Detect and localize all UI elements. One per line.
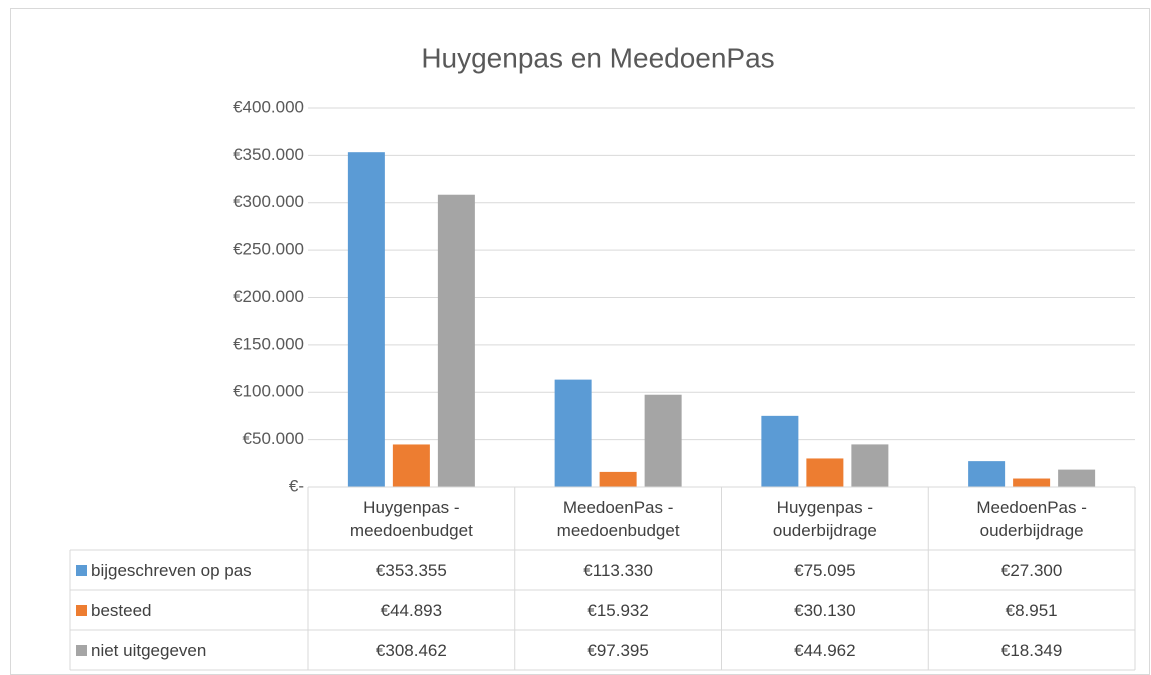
bar [761,415,799,487]
y-tick-label: €100.000 [233,382,304,401]
y-tick-label: €300.000 [233,192,304,211]
data-label: €44.962 [794,640,856,660]
legend-key [76,644,87,656]
data-label: €30.130 [794,600,856,620]
y-tick-label: €150.000 [233,334,304,353]
bar [806,458,844,487]
bar [554,379,592,487]
data-label: €97.395 [587,640,649,660]
y-tick-label: €400.000 [233,97,304,116]
legend-label: besteed [91,600,152,620]
data-label: €15.932 [587,600,649,620]
legend-entry: niet uitgegeven [70,630,308,670]
category-label: Huygenpas - ouderbijdrage [772,497,877,540]
bar [1058,469,1096,487]
legend-entry: besteed [70,590,308,630]
bar [1013,478,1051,487]
data-label: €113.330 [583,560,653,580]
bar [851,444,889,487]
bar [599,471,637,487]
data-label: €75.095 [794,560,856,580]
y-tick-label: €200.000 [233,287,304,306]
legend-key [76,564,87,576]
category-label: MeedoenPas - ouderbijdrage [976,497,1087,540]
y-tick-label: €350.000 [233,145,304,164]
category-label: Huygenpas - meedoenbudget [349,497,473,540]
data-label: €27.300 [1000,560,1063,580]
data-label: €308.462 [375,640,447,660]
data-label: €353.355 [375,560,447,580]
bar [437,194,475,488]
legend-label: niet uitgegeven [91,640,207,660]
data-label: €8.951 [1005,600,1058,620]
bar [968,461,1006,487]
bar [347,152,385,487]
chart-title: Huygenpas en MeedoenPas [421,42,774,73]
bar [644,394,682,487]
legend-entry: bijgeschreven op pas [70,550,308,590]
bar [392,444,430,487]
data-label: €44.893 [380,600,443,620]
y-tick-label: €- [289,476,304,495]
y-tick-label: €50.000 [243,429,304,448]
category-label: MeedoenPas - meedoenbudget [556,497,680,540]
data-label: €18.349 [1000,640,1063,660]
legend-label: bijgeschreven op pas [91,560,252,580]
y-tick-label: €250.000 [233,240,304,259]
legend-key [76,604,87,616]
